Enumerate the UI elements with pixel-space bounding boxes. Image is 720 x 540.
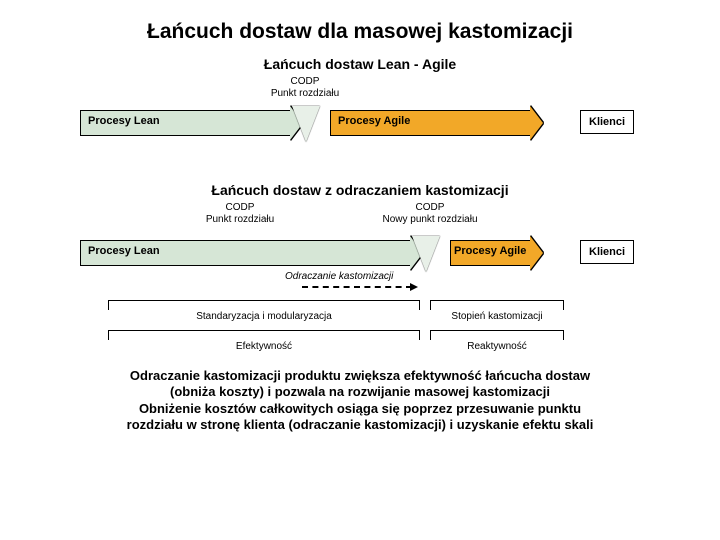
- section1-diagram: Procesy Lean Procesy Agile Klienci: [30, 104, 690, 164]
- agile-arrow-2: Procesy Agile: [450, 240, 530, 266]
- bracket-row-2: Efektywność Reaktywność: [30, 330, 690, 354]
- codp2-1-line1: CODP: [195, 202, 285, 214]
- section2-codp-row: CODP Punkt rozdziału CODP Nowy punkt roz…: [30, 202, 690, 232]
- section1-subtitle: Łańcuch dostaw Lean - Agile: [30, 56, 690, 72]
- bracket1-label1: Standaryzacja i modularyzacja: [108, 311, 420, 322]
- lean-arrow-1: Procesy Lean: [80, 110, 290, 136]
- bracket2-label2: Reaktywność: [430, 341, 564, 352]
- main-title: Łańcuch dostaw dla masowej kastomizacji: [30, 20, 690, 44]
- bracket2-label1: Efektywność: [108, 341, 420, 352]
- codp1-line1: CODP: [265, 76, 345, 88]
- bottom-line3: Obniżenie kosztów całkowitych osiąga się…: [30, 401, 690, 417]
- bottom-line4: rozdziału w stronę klienta (odraczanie k…: [30, 417, 690, 433]
- bottom-line1: Odraczanie kastomizacji produktu zwiększ…: [30, 368, 690, 384]
- lean-arrow-2: Procesy Lean: [80, 240, 410, 266]
- codp-triangle-2: [412, 236, 440, 272]
- codp1-line2: Punkt rozdziału: [265, 88, 345, 100]
- bottom-text: Odraczanie kastomizacji produktu zwiększ…: [30, 368, 690, 433]
- odraczanie-row: Odraczanie kastomizacji: [30, 274, 690, 298]
- section1-codp-row: CODP Punkt rozdziału: [30, 76, 690, 102]
- agile-arrow-1: Procesy Agile: [330, 110, 530, 136]
- codp2-2-line1: CODP: [370, 202, 490, 214]
- codp2-2-line2: Nowy punkt rozdziału: [370, 214, 490, 226]
- bracket1-label2: Stopień kastomizacji: [430, 311, 564, 322]
- lean-label-1: Procesy Lean: [88, 115, 160, 127]
- klienci-box-1: Klienci: [580, 110, 634, 134]
- agile-label-2: Procesy Agile: [454, 245, 526, 257]
- lean-label-2: Procesy Lean: [88, 245, 160, 257]
- agile-label-1: Procesy Agile: [338, 115, 410, 127]
- bracket-row-1: Standaryzacja i modularyzacja Stopień ka…: [30, 300, 690, 324]
- dashed-arrow: [302, 286, 412, 288]
- odraczanie-label: Odraczanie kastomizacji: [285, 271, 393, 282]
- codp-triangle-1: [292, 106, 320, 142]
- section2-diagram: Procesy Lean Procesy Agile Klienci: [30, 234, 690, 274]
- section2-subtitle: Łańcuch dostaw z odraczaniem kastomizacj…: [30, 182, 690, 198]
- codp2-1-line2: Punkt rozdziału: [195, 214, 285, 226]
- bottom-line2: (obniża koszty) i pozwala na rozwijanie …: [30, 384, 690, 400]
- klienci-box-2: Klienci: [580, 240, 634, 264]
